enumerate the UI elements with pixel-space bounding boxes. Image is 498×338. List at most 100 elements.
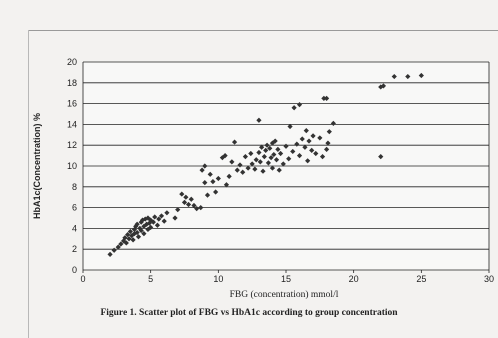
data-point <box>249 161 255 167</box>
x-tick-label: 30 <box>484 274 494 284</box>
data-point <box>223 182 230 188</box>
data-point <box>303 128 309 134</box>
data-point <box>188 196 194 202</box>
data-point <box>237 162 243 168</box>
data-point <box>326 129 332 135</box>
data-point <box>325 140 331 146</box>
left-rule <box>28 30 29 338</box>
data-point <box>123 240 129 246</box>
data-point <box>164 210 170 216</box>
data-point <box>269 165 276 171</box>
data-points <box>107 72 424 257</box>
x-axis-title: FBG (concentration) mmol/l <box>230 289 339 300</box>
data-point <box>156 216 162 222</box>
data-point <box>181 199 188 205</box>
data-point <box>194 206 200 212</box>
data-point <box>107 251 113 257</box>
data-point <box>286 156 292 162</box>
data-point <box>229 159 235 165</box>
data-point <box>276 167 282 173</box>
data-point <box>118 241 124 247</box>
data-point <box>291 105 297 111</box>
data-point <box>257 159 263 165</box>
data-point <box>161 218 167 224</box>
data-point <box>319 154 326 160</box>
data-point <box>191 202 197 209</box>
x-tick-label: 5 <box>148 274 153 284</box>
data-point <box>207 171 213 177</box>
data-point <box>267 145 273 151</box>
y-tick-label: 18 <box>67 78 77 88</box>
data-point <box>152 214 158 220</box>
data-point <box>226 173 232 179</box>
data-point <box>242 154 248 160</box>
data-point <box>253 157 259 163</box>
data-point <box>202 180 208 186</box>
data-point <box>148 224 154 230</box>
y-tick-label: 2 <box>72 244 77 254</box>
data-point <box>330 120 336 126</box>
data-point <box>317 135 323 141</box>
data-point <box>183 194 189 200</box>
y-axis-title: HbA1c(Concentration) % <box>32 113 42 219</box>
data-point <box>213 189 219 195</box>
data-point <box>172 215 178 221</box>
data-point <box>302 144 308 150</box>
x-tick-label: 20 <box>349 274 359 284</box>
data-point <box>141 231 147 237</box>
data-point <box>215 175 221 182</box>
data-point <box>115 244 121 250</box>
y-tick-label: 12 <box>67 140 77 150</box>
data-point <box>277 150 284 157</box>
data-point <box>259 144 265 150</box>
data-point <box>280 161 286 167</box>
data-point <box>231 139 238 145</box>
data-point <box>134 221 140 227</box>
data-point <box>135 234 142 240</box>
data-point <box>313 150 319 157</box>
x-tick-label: 0 <box>80 274 85 284</box>
data-point <box>202 163 208 169</box>
data-point <box>158 213 165 219</box>
y-tick-label: 0 <box>72 265 77 275</box>
data-point <box>252 166 258 172</box>
data-point <box>130 237 136 243</box>
data-point <box>261 154 267 160</box>
data-point <box>134 229 140 236</box>
data-point <box>299 136 305 142</box>
data-point <box>275 146 281 152</box>
data-point <box>199 167 205 173</box>
data-point <box>294 141 300 147</box>
data-point <box>391 73 397 80</box>
data-point <box>210 179 216 185</box>
data-point <box>287 123 293 130</box>
data-point <box>126 236 132 242</box>
data-point <box>260 168 266 174</box>
data-point <box>309 147 315 153</box>
y-tick-label: 4 <box>72 223 77 233</box>
data-point <box>198 205 204 211</box>
data-point <box>405 73 411 80</box>
data-point <box>324 95 330 101</box>
data-point <box>111 247 117 253</box>
data-point <box>248 150 254 157</box>
y-tick-label: 16 <box>67 99 77 109</box>
data-point <box>273 157 280 163</box>
data-point <box>380 83 387 89</box>
data-point <box>265 160 272 166</box>
data-point <box>306 138 312 144</box>
data-point <box>272 138 278 144</box>
data-point <box>154 222 161 228</box>
data-point <box>324 146 330 152</box>
data-point <box>245 165 251 171</box>
data-point <box>175 207 181 213</box>
y-tick-label: 6 <box>72 203 77 213</box>
data-point <box>263 147 269 153</box>
data-point <box>127 228 133 235</box>
data-point <box>204 192 211 198</box>
data-point <box>283 143 289 149</box>
data-point <box>296 153 303 159</box>
x-tick-label: 15 <box>281 274 291 284</box>
